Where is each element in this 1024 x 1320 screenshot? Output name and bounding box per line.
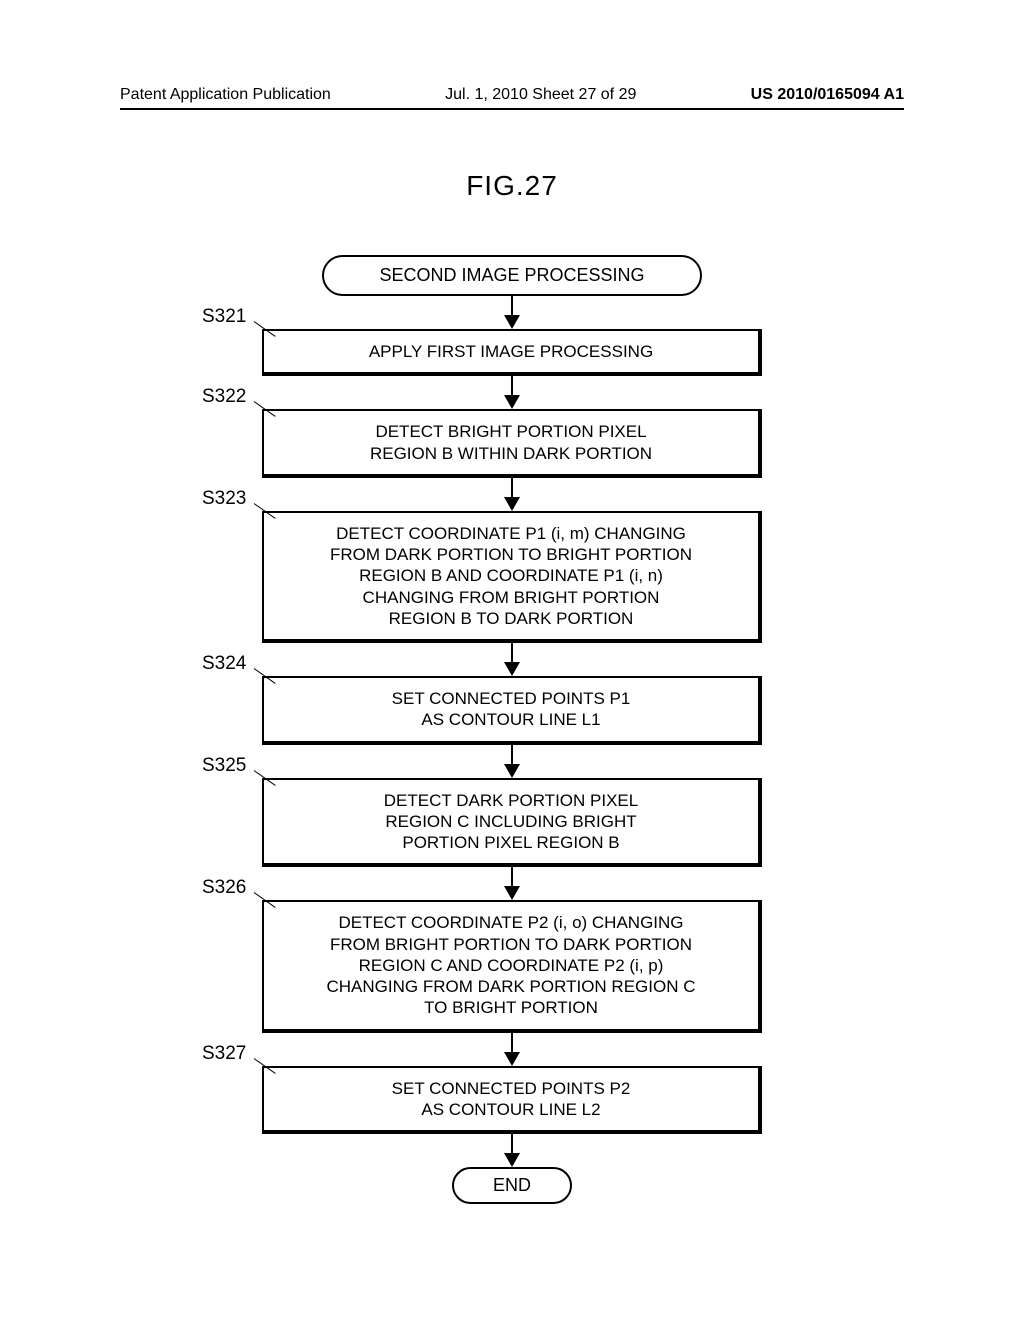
process-step: SET CONNECTED POINTS P1AS CONTOUR LINE L…	[262, 676, 762, 745]
header-rule	[120, 108, 904, 110]
process-step: APPLY FIRST IMAGE PROCESSINGS321	[262, 329, 762, 376]
flow-arrow	[262, 867, 762, 900]
flow-arrow	[262, 296, 762, 329]
terminator-start: SECOND IMAGE PROCESSING	[322, 255, 702, 296]
step-label: S322	[202, 385, 246, 409]
flow-arrow	[262, 745, 762, 778]
step-label: S321	[202, 305, 246, 329]
figure-title: FIG.27	[0, 170, 1024, 202]
process-step: DETECT COORDINATE P1 (i, m) CHANGINGFROM…	[262, 511, 762, 643]
flow-arrow	[262, 643, 762, 676]
flow-arrow	[262, 1134, 762, 1167]
page-header: Patent Application Publication Jul. 1, 2…	[0, 86, 1024, 104]
header-patent-no: US 2010/0165094 A1	[751, 86, 904, 104]
step-label: S323	[202, 487, 246, 511]
step-label: S326	[202, 876, 246, 900]
step-label: S327	[202, 1042, 246, 1066]
process-step: SET CONNECTED POINTS P2AS CONTOUR LINE L…	[262, 1066, 762, 1135]
step-label: S324	[202, 652, 246, 676]
flow-arrow	[262, 1033, 762, 1066]
flowchart: SECOND IMAGE PROCESSING APPLY FIRST IMAGE…	[262, 255, 762, 1204]
flow-arrow	[262, 478, 762, 511]
terminator-end: END	[452, 1167, 572, 1204]
process-step: DETECT DARK PORTION PIXELREGION C INCLUD…	[262, 778, 762, 868]
step-label: S325	[202, 754, 246, 778]
process-step: DETECT COORDINATE P2 (i, o) CHANGINGFROM…	[262, 900, 762, 1032]
header-publication: Patent Application Publication	[120, 86, 331, 104]
header-date-sheet: Jul. 1, 2010 Sheet 27 of 29	[445, 86, 636, 104]
process-step: DETECT BRIGHT PORTION PIXELREGION B WITH…	[262, 409, 762, 478]
flow-arrow	[262, 376, 762, 409]
